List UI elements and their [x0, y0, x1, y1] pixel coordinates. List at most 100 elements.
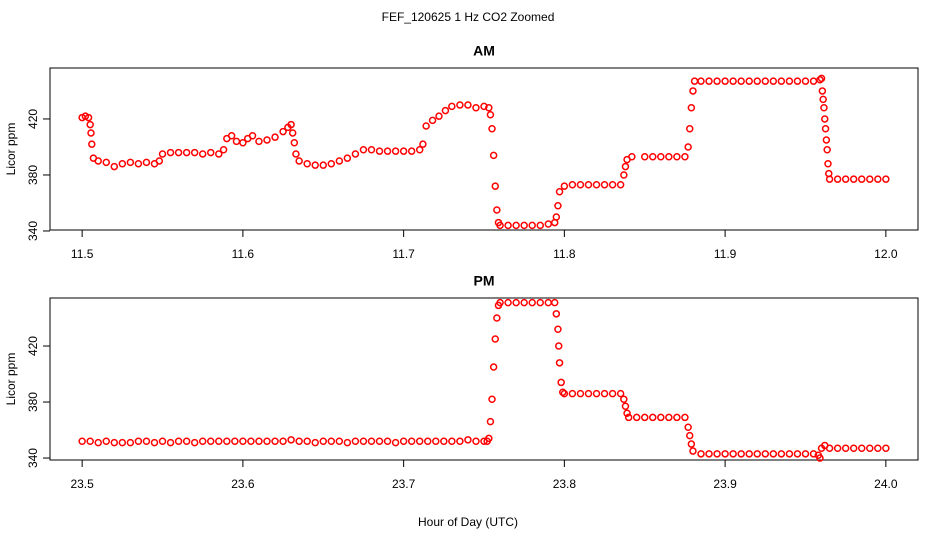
chart-title: FEF_120625 1 Hz CO2 Zoomed	[382, 10, 555, 24]
data-point	[689, 447, 697, 455]
data-point	[239, 139, 247, 147]
data-point	[600, 181, 609, 189]
data-point	[822, 136, 831, 144]
data-point	[552, 310, 561, 318]
x-tick-label: 24.0	[874, 477, 898, 491]
data-point	[174, 437, 183, 445]
data-point	[271, 437, 279, 445]
data-point	[486, 111, 495, 119]
data-point	[292, 150, 300, 158]
data-point	[705, 77, 713, 85]
data-point	[690, 77, 699, 85]
data-point	[290, 139, 299, 147]
data-point	[343, 438, 352, 447]
data-point	[555, 359, 564, 367]
x-axis-label: Hour of Day (UTC)	[418, 515, 518, 529]
data-point	[343, 154, 352, 162]
data-point	[697, 77, 705, 85]
data-point	[448, 102, 456, 111]
data-point	[441, 106, 450, 115]
data-point	[681, 413, 689, 422]
data-point	[793, 77, 802, 85]
data-point	[769, 450, 778, 458]
data-point	[841, 444, 850, 452]
data-point	[640, 413, 649, 422]
data-point	[555, 188, 564, 196]
data-point	[496, 221, 504, 230]
data-point	[769, 77, 778, 85]
data-point	[554, 342, 563, 350]
data-point	[486, 417, 495, 426]
data-point	[721, 450, 729, 458]
y-tick-label: 340	[26, 221, 40, 241]
data-point	[248, 132, 257, 140]
data-point	[816, 454, 824, 462]
data-point	[247, 437, 255, 445]
data-point	[681, 153, 689, 161]
data-point	[94, 157, 102, 165]
data-point	[809, 450, 818, 458]
data-point	[489, 151, 498, 160]
data-point	[489, 363, 498, 371]
x-tick-label: 11.9	[714, 247, 737, 261]
data-point	[849, 175, 858, 183]
data-point	[84, 113, 93, 122]
data-point	[882, 175, 890, 183]
data-point	[576, 389, 585, 398]
data-point	[657, 153, 665, 161]
data-point	[649, 153, 657, 161]
y-tick-label: 420	[26, 336, 40, 356]
data-point	[493, 206, 501, 214]
data-point	[351, 150, 360, 158]
data-point	[485, 104, 493, 112]
data-point	[435, 112, 443, 120]
data-point	[649, 413, 657, 422]
x-tick-label: 11.8	[553, 247, 576, 261]
data-point	[110, 162, 119, 171]
data-point	[415, 146, 424, 154]
data-point	[464, 101, 472, 109]
data-point	[311, 161, 319, 169]
data-point	[255, 437, 263, 445]
data-point	[399, 147, 408, 155]
data-point	[287, 120, 295, 129]
data-point	[592, 389, 601, 398]
data-point	[335, 157, 344, 165]
data-point	[78, 437, 86, 445]
data-point	[820, 104, 828, 112]
data-point	[697, 450, 705, 458]
data-point	[391, 438, 400, 447]
data-point	[351, 437, 360, 445]
data-point	[737, 450, 745, 458]
data-point	[705, 450, 713, 458]
data-point	[816, 76, 824, 84]
data-point	[311, 438, 319, 447]
data-point	[190, 148, 199, 157]
data-point	[687, 104, 696, 112]
data-point	[206, 437, 215, 445]
data-point	[640, 153, 649, 161]
x-tick-label: 11.7	[392, 247, 415, 261]
data-point	[584, 181, 593, 189]
y-tick-label: 380	[26, 392, 40, 412]
data-point	[126, 158, 135, 167]
data-point	[857, 444, 866, 452]
data-point	[761, 450, 770, 458]
data-point	[512, 221, 520, 230]
data-point	[823, 146, 831, 154]
data-point	[295, 437, 303, 445]
y-tick-label: 420	[26, 109, 40, 129]
data-point	[375, 437, 384, 445]
data-point	[271, 133, 279, 141]
data-point	[528, 298, 536, 307]
data-point	[745, 450, 753, 458]
data-point	[231, 437, 239, 445]
data-point	[118, 160, 127, 168]
data-point	[608, 181, 617, 189]
data-point	[777, 77, 786, 85]
data-point	[319, 161, 328, 169]
data-point	[560, 182, 569, 190]
data-point	[407, 437, 416, 445]
data-point	[472, 104, 480, 112]
